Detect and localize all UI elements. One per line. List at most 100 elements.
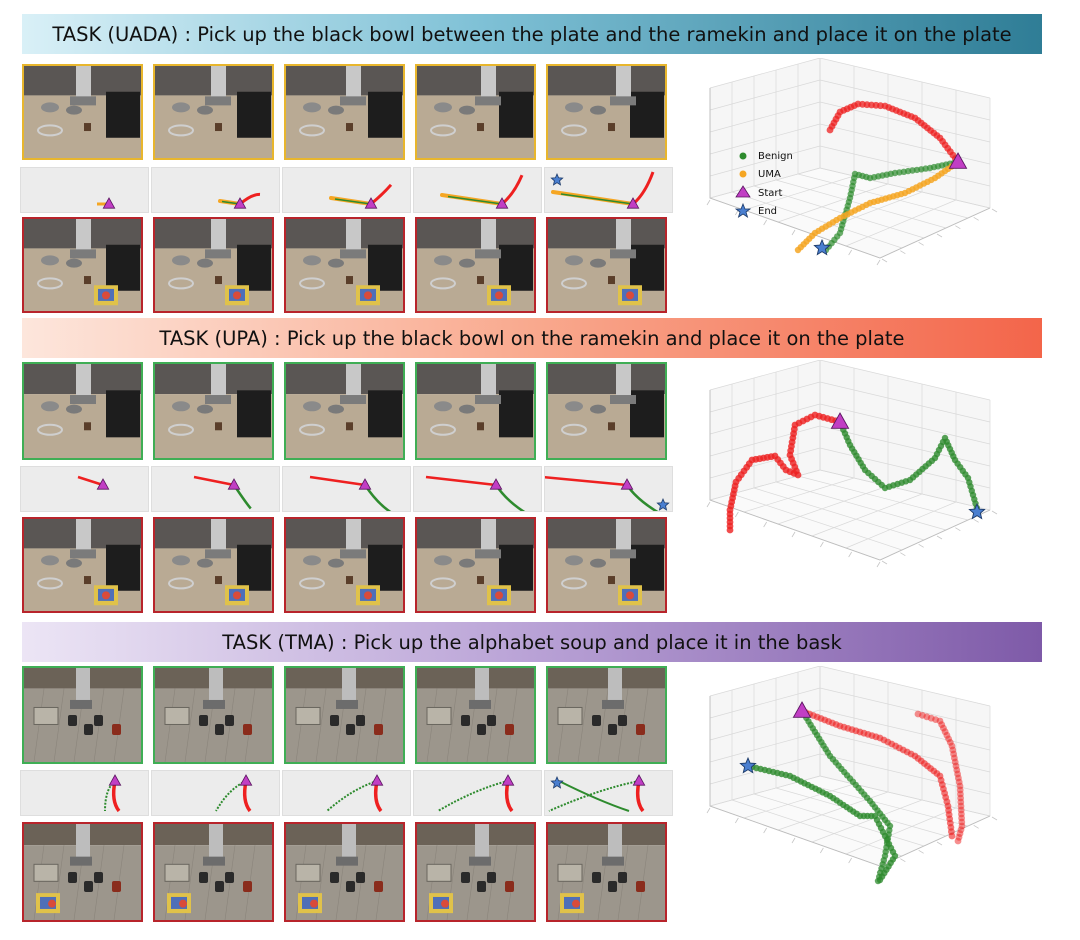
plot3d-tma-trajectories (739, 701, 966, 885)
scene-image (24, 668, 141, 762)
uada-frames (20, 64, 673, 314)
trajectory-plot (104, 774, 122, 813)
start-marker (227, 478, 241, 490)
trajectory-plot (77, 475, 110, 490)
trajectory-strip (544, 167, 673, 213)
trajectory-plot (440, 174, 524, 209)
scene-frame (546, 822, 667, 922)
scene-image (548, 824, 665, 920)
plot-end-marker (739, 756, 757, 774)
scene-frame (22, 64, 143, 160)
scene-frame (546, 217, 667, 313)
trajectory-strip (282, 167, 411, 213)
start-marker (632, 774, 646, 786)
scene-frame (153, 517, 274, 613)
trajectory-plot (326, 774, 384, 813)
banner-tma-text: TASK (TMA) : Pick up the alphabet soup a… (222, 630, 842, 654)
scene-frame (22, 822, 143, 922)
end-marker (550, 172, 564, 186)
banner-upa: TASK (UPA) : Pick up the black bowl on t… (22, 318, 1042, 358)
trajectory-plot (309, 475, 392, 514)
start-marker (489, 478, 503, 490)
trajectory-plot (541, 475, 671, 521)
upa-frames (20, 362, 673, 614)
scene-image (417, 668, 534, 762)
scene-frame (284, 666, 405, 764)
trajectory-plot (548, 774, 646, 813)
start-marker (239, 774, 253, 786)
start-marker (364, 197, 378, 209)
scene-image (155, 66, 272, 158)
trajectory-strip (413, 770, 542, 816)
scene-frame (415, 517, 536, 613)
scene-image (417, 519, 534, 611)
banner-tma: TASK (TMA) : Pick up the alphabet soup a… (22, 622, 1042, 662)
trajectory-strip (541, 466, 673, 521)
scene-image (548, 364, 665, 458)
scene-image (155, 364, 272, 458)
scene-image (417, 66, 534, 158)
scene-frame (153, 217, 274, 313)
scene-frame (284, 217, 405, 313)
scene-frame (22, 362, 143, 460)
start-marker (501, 774, 515, 786)
scene-frame (546, 64, 667, 160)
start-marker (370, 774, 384, 786)
trajectory-plot (329, 183, 393, 209)
trajectory-plot (193, 475, 252, 510)
legend-benign-marker (739, 152, 747, 160)
trajectory-strip (20, 466, 149, 512)
scene-frame (546, 666, 667, 764)
scene-image (417, 824, 534, 920)
trajectory-plot (425, 475, 531, 517)
scene-frame (153, 666, 274, 764)
scene-image (286, 824, 403, 920)
plot3d-tma-box (706, 666, 998, 874)
scene-frame (415, 822, 536, 922)
plot-start-marker (830, 412, 850, 429)
scene-image (548, 219, 665, 311)
plot-end-marker (813, 238, 831, 256)
scene-image (548, 519, 665, 611)
scene-image (548, 668, 665, 762)
scene-frame (415, 362, 536, 460)
start-marker (96, 478, 110, 490)
plot3d-uada-legend: Benign UMA Start End (734, 151, 793, 218)
trajectory-strip (20, 770, 149, 816)
scene-image (155, 668, 272, 762)
trajectory-strip (151, 466, 280, 512)
trajectory-strip (20, 167, 149, 213)
legend-end-label: End (758, 206, 777, 217)
trajectory-plot (550, 171, 655, 209)
trajectory-strip (282, 466, 411, 514)
start-marker (358, 478, 372, 490)
scene-image (417, 364, 534, 458)
trajectory-plot (437, 774, 515, 813)
plot3d-uada-trajectories (794, 100, 968, 256)
banner-upa-text: TASK (UPA) : Pick up the black bowl on t… (159, 326, 905, 350)
trajectory-strip (544, 770, 673, 816)
start-marker (495, 197, 509, 209)
scene-frame (22, 217, 143, 313)
scene-image (24, 219, 141, 311)
scene-image (24, 66, 141, 158)
scene-frame (415, 217, 536, 313)
trajectory-strip (151, 770, 280, 816)
trajectory-strip (413, 167, 542, 213)
scene-frame (546, 517, 667, 613)
scene-image (286, 364, 403, 458)
plot3d-upa (706, 360, 998, 568)
banner-uada-text: TASK (UADA) : Pick up the black bowl bet… (52, 22, 1012, 46)
scene-frame (284, 64, 405, 160)
scene-frame (284, 517, 405, 613)
scene-frame (546, 362, 667, 460)
end-marker (656, 497, 670, 511)
tma-frames (20, 666, 673, 924)
trajectory-strip (151, 167, 280, 213)
legend-end-marker (734, 202, 752, 218)
trajectory-plot (97, 197, 116, 209)
end-marker (550, 775, 564, 789)
start-marker (626, 197, 640, 209)
plot3d-tma (706, 666, 998, 885)
scene-image (155, 519, 272, 611)
